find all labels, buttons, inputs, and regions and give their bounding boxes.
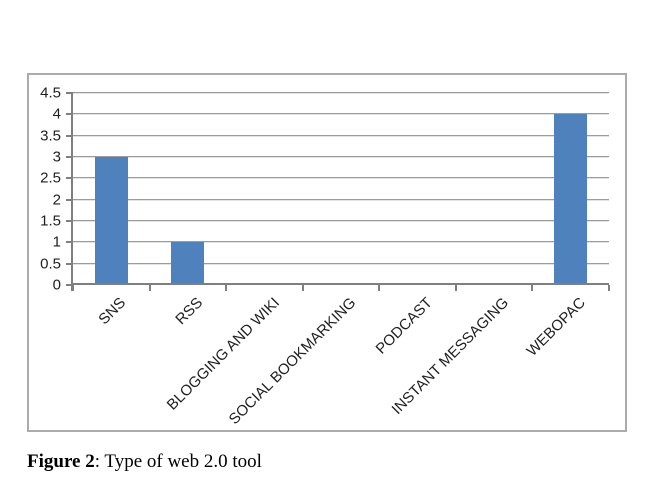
gridline [73,92,609,94]
x-axis-tick [378,285,381,291]
y-axis-tick [66,198,73,201]
y-tick-label: 1 [52,233,61,251]
x-category-label: PODCAST [372,294,436,358]
y-axis-tick [66,177,73,180]
gridline [73,134,609,137]
y-tick-label: 2 [52,191,61,209]
x-category-label: SNS [95,294,130,329]
y-tick-label: 4.5 [40,84,61,102]
x-axis-tick [301,285,304,291]
y-tick-label: 0 [52,276,61,294]
y-axis-tick [66,262,73,265]
y-axis-tick [66,113,73,116]
x-axis-line [73,283,609,285]
gridline [73,241,609,244]
gridline [73,198,609,201]
gridline [73,113,609,116]
bar [554,114,588,285]
chart-figure: 0 0.5 1 1.5 2 2.5 3 3.5 4 4.5 SNS RSS BLOGGING AND W… [27,73,627,432]
x-axis-tick [608,285,610,291]
x-axis-tick [72,285,74,291]
x-axis-tick [148,285,151,291]
figure-caption-label: Figure 2 [27,451,95,472]
gridline [73,156,609,158]
y-tick-label: 3 [52,148,61,166]
figure-caption: Figure 2: Type of web 2.0 tool [27,451,262,473]
y-tick-label: 1.5 [40,212,61,230]
plot-area: 0 0.5 1 1.5 2 2.5 3 3.5 4 4.5 SNS RSS BLOGGING AND W… [40,86,610,428]
y-tick-label: 3.5 [40,127,61,145]
gridline [73,220,609,222]
x-category-label: RSS [172,294,207,329]
gridline [73,177,609,180]
y-tick-label: 2.5 [40,169,61,187]
x-category-label: WEBOPAC [523,294,590,360]
y-tick-label: 0.5 [40,255,61,273]
y-tick-label: 4 [52,105,61,123]
y-axis-tick [66,92,73,94]
y-axis-tick [66,156,73,158]
gridline [73,262,609,265]
y-axis-tick [66,220,73,222]
y-axis-tick [66,284,73,286]
bar [94,157,128,285]
x-axis-tick [531,285,534,291]
y-axis-tick [66,241,73,244]
y-axis-tick [66,134,73,137]
y-axis-line [71,93,73,291]
x-axis-tick [454,285,457,291]
figure-caption-text: : Type of web 2.0 tool [94,451,262,472]
x-category-label: SOCIAL BOOKMARKING [225,294,360,428]
x-axis-tick [225,285,228,291]
bar [171,242,205,285]
